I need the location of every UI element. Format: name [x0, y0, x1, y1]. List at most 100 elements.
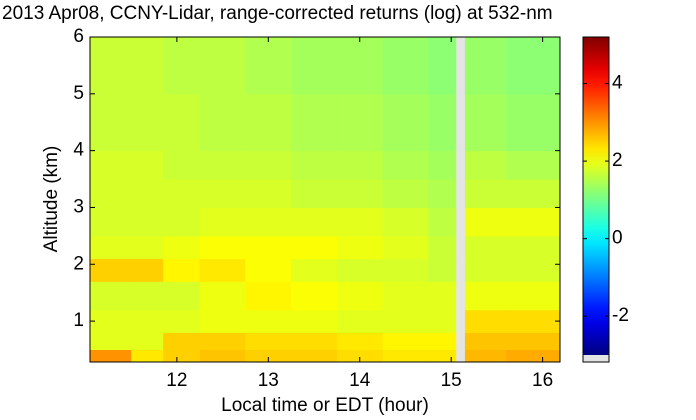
heat-cell [506, 235, 561, 260]
heat-cell [131, 207, 164, 237]
heat-cell [428, 207, 457, 237]
heat-cell [506, 309, 561, 333]
colorbar-tick-label: 4 [612, 73, 623, 94]
heat-cell [464, 179, 507, 208]
y-tick-label: 2 [73, 253, 84, 274]
heat-cell [506, 150, 561, 180]
heat-cell [245, 281, 292, 311]
heat-cell [90, 258, 132, 282]
heat-cell [382, 207, 429, 237]
heat-cell [336, 179, 384, 208]
heat-cell [506, 349, 561, 363]
x-axis-label: Local time or EDT (hour) [221, 395, 429, 416]
heat-cell [163, 235, 201, 260]
heat-cell [464, 258, 507, 282]
colorbar-tick-label: 0 [612, 228, 623, 249]
heat-cell [428, 258, 457, 282]
heat-cell [245, 235, 292, 260]
heat-cell [428, 179, 457, 208]
heat-cell [506, 37, 561, 95]
heat-cell [90, 235, 132, 260]
colorbar-tick-label: 2 [612, 150, 623, 171]
heat-cell [199, 309, 246, 333]
heat-cell [291, 349, 338, 363]
heat-cell [131, 93, 164, 152]
heat-cell [131, 332, 164, 350]
heat-cell [90, 207, 132, 237]
heat-cell [90, 349, 132, 363]
heat-cell [464, 332, 507, 350]
heat-cell [163, 37, 201, 95]
heat-cell [506, 281, 561, 311]
heat-cell [131, 179, 164, 208]
colorbar-nan [583, 355, 609, 362]
heat-cell [506, 258, 561, 282]
heat-cell [291, 235, 338, 260]
heat-cell [464, 281, 507, 311]
heat-cell [336, 37, 384, 95]
heat-cell [245, 150, 292, 180]
x-tick-label: 14 [349, 370, 371, 391]
colorbar-frame [582, 36, 610, 363]
heat-cell [199, 281, 246, 311]
y-tick-label: 4 [73, 140, 84, 161]
heat-cell [382, 309, 429, 333]
heat-cell [163, 93, 201, 152]
heat-cell [382, 93, 429, 152]
heat-cell [382, 349, 429, 363]
heat-cell [382, 37, 429, 95]
heat-cell [428, 332, 457, 350]
heat-cell [245, 258, 292, 282]
heat-cell [163, 207, 201, 237]
heat-cell [291, 93, 338, 152]
heat-cell [199, 207, 246, 237]
heat-cell [163, 309, 201, 333]
y-tick-label: 1 [73, 310, 84, 331]
heat-cell [199, 150, 246, 180]
heat-cell [428, 235, 457, 260]
heat-cell [163, 349, 201, 363]
heat-cell [464, 349, 507, 363]
heat-cell [464, 309, 507, 333]
heat-cell [90, 93, 132, 152]
heat-cell [199, 37, 246, 95]
heat-cell [131, 37, 164, 95]
heat-cell [382, 281, 429, 311]
heat-cell [199, 332, 246, 350]
heat-cell [131, 235, 164, 260]
heat-cell [464, 93, 507, 152]
heat-cell [131, 281, 164, 311]
heat-cell [245, 93, 292, 152]
y-axis-label: Altitude (km) [41, 146, 62, 253]
heat-cell [382, 150, 429, 180]
heat-cell [428, 150, 457, 180]
heat-cell [336, 150, 384, 180]
heat-cell [131, 258, 164, 282]
heat-cell [291, 258, 338, 282]
heat-cell [291, 37, 338, 95]
heat-cell [90, 37, 132, 95]
y-tick-label: 3 [73, 196, 84, 217]
heat-cell [291, 281, 338, 311]
heat-cell [90, 179, 132, 208]
heat-cell [291, 309, 338, 333]
heat-cell [382, 332, 429, 350]
colorbar [583, 37, 609, 355]
heat-cell [163, 258, 201, 282]
heat-cell [464, 235, 507, 260]
heat-cell [199, 235, 246, 260]
heat-cell [163, 179, 201, 208]
heat-cell [336, 281, 384, 311]
heat-cell [428, 309, 457, 333]
heat-cell [163, 150, 201, 180]
heat-cell [382, 235, 429, 260]
heat-cell [336, 93, 384, 152]
colorbar-tick-label: -2 [612, 305, 629, 326]
heat-cell [336, 332, 384, 350]
plot-frame [89, 36, 561, 363]
heat-cell [336, 349, 384, 363]
heat-cell [336, 235, 384, 260]
heat-cell [199, 349, 246, 363]
heat-cell [428, 281, 457, 311]
